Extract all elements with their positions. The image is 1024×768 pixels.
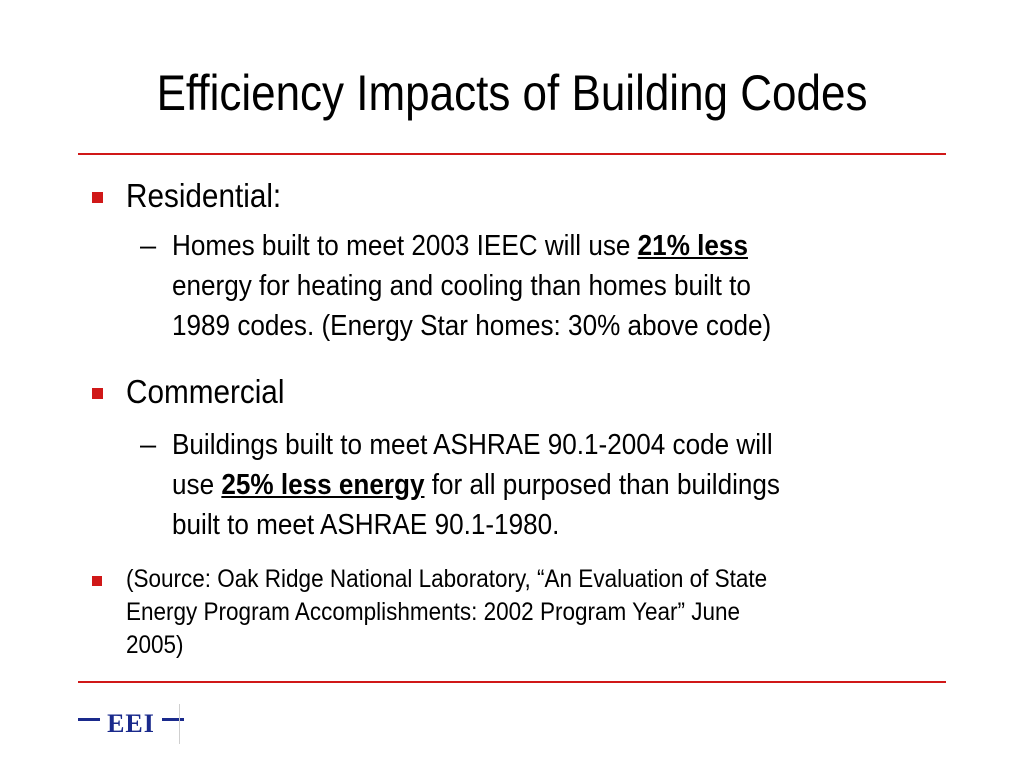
eei-logo: EEI [78,704,184,744]
residential-emphasis: 21% less [637,230,748,262]
bullet-commercial [92,388,103,399]
commercial-detail: Buildings built to meet ASHRAE 90.1-2004… [172,425,780,545]
residential-detail-line-2: energy for heating and cooling than home… [172,270,751,302]
source-line-3: 2005) [126,631,184,659]
bullet-source [92,576,102,586]
source-line-2: Energy Program Accomplishments: 2002 Pro… [126,598,741,626]
source-line-1: (Source: Oak Ridge National Laboratory, … [126,565,768,593]
commercial-detail-line-1: Buildings built to meet ASHRAE 90.1-2004… [172,429,773,461]
commercial-detail-line-2: use 25% less energy for all purposed tha… [172,469,780,501]
residential-detail-line-1: Homes built to meet 2003 IEEC will use 2… [172,230,748,262]
commercial-detail-line-3: built to meet ASHRAE 90.1-1980. [172,509,560,541]
top-divider [78,153,946,155]
commercial-heading: Commercial [126,373,285,410]
source-citation: (Source: Oak Ridge National Laboratory, … [126,563,767,662]
bottom-divider [78,681,946,683]
commercial-emphasis: 25% less energy [221,469,425,501]
residential-detail: Homes built to meet 2003 IEEC will use 2… [172,226,771,346]
eei-logo-text: EEI [107,709,155,738]
commercial-dash: – [140,429,157,461]
residential-dash: – [140,230,157,262]
slide-title: Efficiency Impacts of Building Codes [156,65,868,121]
residential-heading: Residential: [126,177,282,214]
bullet-residential [92,192,103,203]
residential-detail-line-3: 1989 codes. (Energy Star homes: 30% abov… [172,310,772,342]
